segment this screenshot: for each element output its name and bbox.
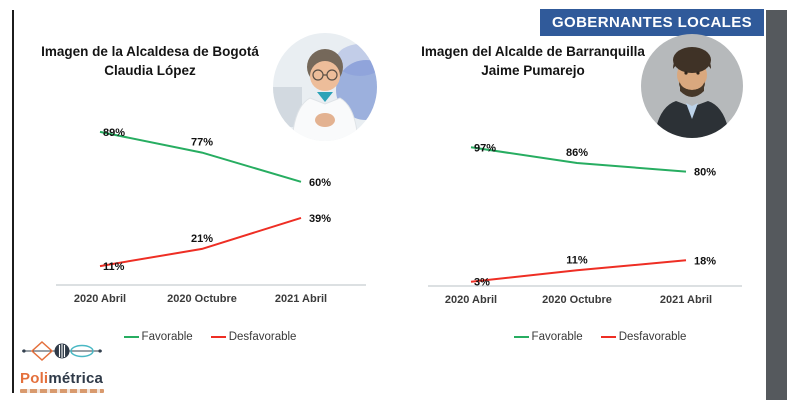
data-point-label: 18% xyxy=(694,255,716,267)
legend-label-favorable: Favorable xyxy=(531,331,583,343)
chart-title-bogota: Imagen de la Alcaldesa de Bogotá Claudia… xyxy=(30,42,270,80)
left-border-line xyxy=(12,10,14,393)
title-line-1: Imagen de la Alcaldesa de Bogotá xyxy=(41,44,259,59)
x-tick-label: 2020 Abril xyxy=(74,293,126,305)
desfavorable-line xyxy=(470,259,687,283)
side-panel-strip xyxy=(766,10,787,400)
desfavorable-line-swatch xyxy=(600,336,616,338)
legend-label-desfavorable: Desfavorable xyxy=(618,331,687,343)
x-tick-label: 2020 Abril xyxy=(445,294,497,306)
data-point-label: 77% xyxy=(191,137,213,149)
data-point-label: 97% xyxy=(474,142,496,154)
title-line-1: Imagen del Alcalde de Barranquilla xyxy=(421,44,645,59)
logo-text-metrica: métrica xyxy=(48,370,104,387)
legend-item-favorable: Favorable xyxy=(123,331,193,343)
desfavorable-line-swatch xyxy=(210,336,226,338)
title-line-2: Jaime Pumarejo xyxy=(481,63,585,78)
data-point-label: 21% xyxy=(191,233,213,245)
data-point-label: 11% xyxy=(103,261,125,273)
favorable-line xyxy=(99,130,302,183)
x-tick-label: 2020 Octubre xyxy=(167,293,237,305)
logo-tagline-strip xyxy=(20,389,104,393)
data-point-label: 11% xyxy=(566,254,588,266)
chart-title-barranquilla: Imagen del Alcalde de Barranquilla Jaime… xyxy=(412,42,654,80)
claudia-lopez-photo xyxy=(273,33,377,141)
data-point-label: 39% xyxy=(309,213,331,225)
x-tick-label: 2021 Abril xyxy=(275,293,327,305)
favorability-chart-barranquilla: 2020 Abril 2020 Octubre 2021 Abril 97% 86% 80… xyxy=(428,142,742,306)
legend-item-desfavorable: Desfavorable xyxy=(210,331,297,343)
logo-wordmark: Polimétrica xyxy=(20,370,140,387)
banner-gobernantes-locales: GOBERNANTES LOCALES xyxy=(540,9,764,36)
legend-item-favorable: Favorable xyxy=(513,331,583,343)
data-point-label: 80% xyxy=(694,167,716,179)
polimetrica-logo-icon xyxy=(22,340,102,362)
chart-legend-bogota: Favorable Desfavorable xyxy=(40,331,380,343)
data-point-label: 60% xyxy=(309,177,331,189)
favorability-chart-bogota: 2020 Abril 2020 Octubre 2021 Abril 89% 77% 60… xyxy=(56,127,366,305)
data-point-label: 86% xyxy=(566,147,588,159)
legend-label-favorable: Favorable xyxy=(141,331,193,343)
favorable-line-swatch xyxy=(123,336,139,338)
legend-label-desfavorable: Desfavorable xyxy=(228,331,297,343)
favorable-line-swatch xyxy=(513,336,529,338)
legend-item-desfavorable: Desfavorable xyxy=(600,331,687,343)
data-point-label: 3% xyxy=(474,277,490,289)
title-line-2: Claudia López xyxy=(104,63,196,78)
jaime-pumarejo-photo xyxy=(641,34,743,138)
chart-legend-barranquilla: Favorable Desfavorable xyxy=(430,331,770,343)
logo-text-poli: Poli xyxy=(20,370,49,387)
desfavorable-line xyxy=(99,216,302,268)
x-tick-label: 2020 Octubre xyxy=(542,294,612,306)
x-tick-label: 2021 Abril xyxy=(660,294,712,306)
polimetrica-logo: Polimétrica xyxy=(20,338,140,393)
favorable-line xyxy=(470,146,687,173)
data-point-label: 89% xyxy=(103,127,125,139)
